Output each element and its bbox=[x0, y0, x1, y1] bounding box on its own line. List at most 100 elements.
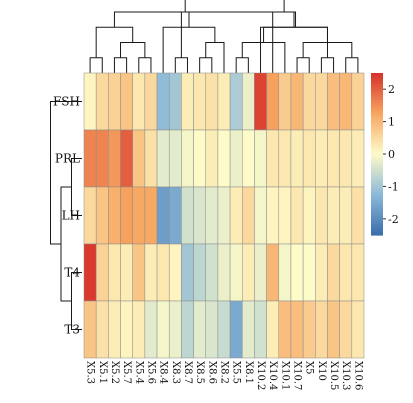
heatmap-cell-T3-X5.5 bbox=[229, 300, 243, 359]
row-label: PRL bbox=[55, 152, 80, 166]
column-label: X10.4 bbox=[267, 361, 278, 390]
column-label: X10.1 bbox=[279, 361, 290, 390]
column-dendrogram-link bbox=[89, 57, 103, 73]
heatmap-cell-T3-X10 bbox=[315, 300, 328, 359]
legend-color-band bbox=[371, 129, 383, 133]
heatmap-cell-T4-X5.5 bbox=[229, 243, 243, 302]
legend-color-band bbox=[371, 108, 383, 112]
legend-color-band bbox=[371, 181, 383, 185]
heatmap-cell-PRL-X10.3 bbox=[339, 129, 353, 188]
column-label: X10.7 bbox=[292, 361, 303, 390]
heatmap-cell-T4-X10.4 bbox=[266, 243, 280, 302]
legend-color-band bbox=[371, 186, 383, 190]
heatmap-cell-PRL-X10 bbox=[315, 129, 328, 188]
column-label: X5.5 bbox=[231, 361, 242, 384]
legend-color-band bbox=[371, 178, 383, 182]
heatmap-cell-FSH-X10.7 bbox=[290, 72, 304, 131]
column-label: X10.3 bbox=[340, 361, 351, 390]
legend-color-band bbox=[371, 100, 383, 104]
heatmap-cell-T3-X5 bbox=[302, 300, 316, 359]
heatmap-cell-FSH-X10.1 bbox=[278, 72, 292, 131]
heatmap-cell-T3-X8.1 bbox=[242, 300, 255, 359]
column-dendrogram bbox=[89, 0, 359, 73]
column-dendrogram-link bbox=[162, 26, 216, 73]
heatmap-cell-T4-X10.3 bbox=[339, 243, 353, 302]
heatmap-cell-T3-X10.3 bbox=[339, 300, 353, 359]
heatmap-cell-T3-X8.4 bbox=[156, 300, 170, 359]
legend-color-band bbox=[371, 143, 383, 147]
column-dendrogram-link bbox=[320, 57, 335, 73]
row-label: T4 bbox=[64, 266, 80, 280]
legend-color-band bbox=[371, 170, 383, 174]
heatmap-cell-T3-X8.2 bbox=[217, 300, 231, 359]
row-label: T3 bbox=[64, 323, 80, 337]
column-label: X8.4 bbox=[158, 361, 169, 384]
legend-color-band bbox=[371, 197, 383, 201]
heatmap-cell-FSH-X10.4 bbox=[266, 72, 280, 131]
column-label: X5.1 bbox=[97, 361, 108, 384]
heatmap-cell-T4-X10 bbox=[315, 243, 328, 302]
heatmap-cell-T4-X8.1 bbox=[242, 243, 255, 302]
column-dendrogram-link bbox=[113, 11, 295, 28]
column-label: X8.2 bbox=[219, 361, 230, 384]
legend-tick-label: 2 bbox=[388, 83, 395, 96]
legend-color-band bbox=[371, 81, 383, 85]
heatmap-cell-FSH-X10.5 bbox=[327, 72, 340, 131]
heatmap-cell-FSH-X8.4 bbox=[156, 72, 170, 131]
legend-color-band bbox=[371, 127, 383, 131]
legend-color-band bbox=[371, 183, 383, 187]
legend-color-band bbox=[371, 175, 383, 179]
heatmap-cell-T4-X10.7 bbox=[290, 243, 304, 302]
heatmap-cell-T4-X10.1 bbox=[278, 243, 292, 302]
heatmap-cell-LH-X8.1 bbox=[242, 186, 255, 245]
heatmap-cell-T4-X8.4 bbox=[156, 243, 170, 302]
legend-color-band bbox=[371, 162, 383, 166]
heatmap-cell-FSH-X5.2 bbox=[108, 72, 121, 131]
column-label: X8.3 bbox=[170, 361, 181, 384]
heatmap-cell-PRL-X10.6 bbox=[351, 129, 365, 188]
legend-color-band bbox=[371, 137, 383, 142]
heatmap-cell-T3-X5.1 bbox=[95, 300, 109, 359]
heatmap-cell-FSH-X5 bbox=[302, 72, 316, 131]
color-legend: 2 1 0 -1 -2 bbox=[371, 73, 399, 236]
heatmap-cell-LH-X5.7 bbox=[120, 186, 133, 245]
heatmap-cell-FSH-X10 bbox=[315, 72, 328, 131]
heatmap-cell-LH-X10 bbox=[315, 186, 328, 245]
heatmap-cell-FSH-X5.7 bbox=[120, 72, 133, 131]
column-dendrogram-link bbox=[199, 57, 213, 73]
heatmap-cell-FSH-X8.3 bbox=[168, 72, 182, 131]
heatmap-cell-PRL-X10.4 bbox=[266, 129, 280, 188]
heatmap-cell-T3-X5.7 bbox=[120, 300, 133, 359]
legend-color-band bbox=[371, 132, 383, 136]
column-dendrogram-link bbox=[138, 57, 152, 73]
legend-color-band bbox=[371, 208, 383, 212]
heatmap-cell-FSH-X10.3 bbox=[339, 72, 353, 131]
heatmap-cell-PRL-X5.4 bbox=[132, 129, 146, 188]
legend-color-band bbox=[371, 75, 383, 79]
heatmap-cell-FSH-X8.1 bbox=[242, 72, 255, 131]
column-dendrogram-link bbox=[113, 57, 128, 73]
heatmap-cell-PRL-X5.7 bbox=[120, 129, 133, 188]
legend-color-band bbox=[371, 121, 383, 125]
heatmap-cell-T4-X8.6 bbox=[205, 243, 219, 302]
legend-color-band bbox=[371, 89, 383, 93]
heatmap-cell-T4-X10.6 bbox=[351, 243, 365, 302]
heatmap-cell-PRL-X8.1 bbox=[242, 129, 255, 188]
heatmap-cell-LH-X10.2 bbox=[254, 186, 267, 245]
heatmap-cell-LH-X5.4 bbox=[132, 186, 146, 245]
column-label: X5.4 bbox=[133, 361, 144, 384]
legend-color-band bbox=[371, 224, 383, 228]
heatmap-cell-LH-X8.2 bbox=[217, 186, 231, 245]
legend-color-band bbox=[371, 194, 383, 198]
legend-color-band bbox=[371, 73, 383, 77]
heatmap-cell-LH-X10.7 bbox=[290, 186, 304, 245]
heatmap-cell-T4-X5.6 bbox=[144, 243, 158, 302]
legend-color-band bbox=[371, 148, 383, 152]
heatmap-cell-T3-X8.7 bbox=[181, 300, 194, 359]
heatmap-cell-LH-X5.1 bbox=[95, 186, 109, 245]
heatmap-cells bbox=[83, 72, 365, 359]
column-label: X5.2 bbox=[109, 361, 120, 384]
legend-color-band bbox=[371, 221, 383, 225]
legend-color-band bbox=[371, 91, 383, 96]
legend-color-band bbox=[371, 229, 383, 233]
